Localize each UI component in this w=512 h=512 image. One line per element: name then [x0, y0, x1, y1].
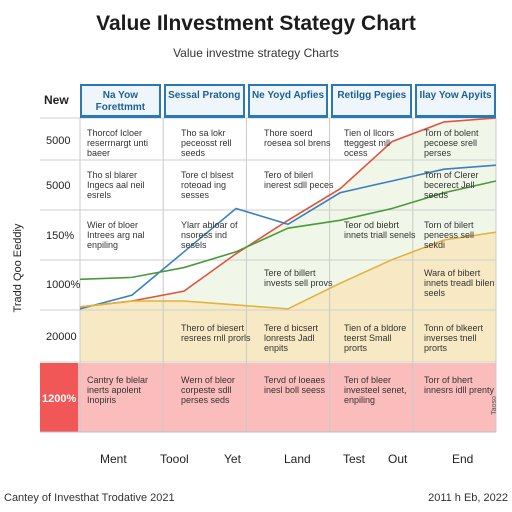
y-tick-label: 150%: [46, 230, 75, 242]
cell-text: Teor od biebrt innets triall senels: [344, 220, 416, 240]
footer-caption: Cantey of Investhat Trodative 2021: [4, 492, 175, 504]
chart-title: Value Ilnvestment Stategy Chart: [96, 12, 416, 35]
column-header: Retilgg Pegies: [331, 84, 413, 118]
y-axis-title: Tradd Qoo Eeddiy: [12, 223, 24, 313]
x-tick-label: Yet: [224, 452, 241, 466]
cell-text: Tho sl blarer Ingecs aal neil esrels: [87, 170, 145, 200]
chart-subtitle: Value investme strategy Charts: [173, 46, 339, 60]
x-tick-label: End: [452, 452, 474, 466]
column-header: Ne Yoyd Apfies: [247, 84, 329, 118]
y-tick-label: 5000: [46, 180, 71, 192]
highlight-marker: [40, 363, 78, 432]
cell-text: Tien ol llcors tteggest mll ocess: [344, 128, 395, 158]
cell-text: Tho sa lokr peceosst rell seeds: [181, 128, 232, 158]
cell-text: Torr of bhert innesrs idll prenty: [424, 375, 495, 395]
x-tick-label: Toool: [160, 452, 189, 466]
cell-text: Torn of Clerer becerect Jell seeds: [424, 170, 479, 200]
cell-text: Wara of bibert innets treadl bilen seels: [424, 268, 495, 298]
series-line: [79, 117, 497, 308]
column-header-row: Na Yow Forettmmt Sessal Pratong Ne Yoyd …: [80, 84, 496, 118]
y-tick-label: 1000%: [46, 279, 81, 291]
x-tick-label: Land: [284, 452, 311, 466]
series-line: [79, 231, 497, 310]
cell-text: Thore soerd roesea sol brens: [264, 128, 331, 148]
cell-text: Tere of billert invests sell provs: [264, 268, 333, 288]
footer-date: 2011 h Eb, 2022: [428, 492, 508, 504]
x-tick-label: Test: [343, 452, 366, 466]
legend-label: New: [44, 93, 69, 107]
cell-text: Tore cl blsest roteoad ing sesses: [181, 170, 234, 200]
cell-text: Ten of bleer investeel senet, enpiling: [344, 375, 407, 405]
y-tick-label: 20000: [46, 331, 77, 343]
series-area: [80, 232, 496, 362]
cell-text: Tero of bilerl inerest sdll peces: [264, 170, 334, 190]
column-header: Ilay Yow Apyits: [415, 84, 496, 118]
cell-text: Torn of bolent pecoese srell perses: [424, 128, 479, 158]
cell-text: Wern of bleor corpeste sdll perses seds: [181, 375, 235, 405]
cell-text: Thorcof Icloer reserrnargt unti baeer: [87, 128, 149, 158]
side-note: Taoso: [491, 396, 499, 415]
cell-text: Tere d bicsert lonrests Jadl enpits: [264, 323, 319, 353]
column-header: Sessal Pratong: [163, 84, 245, 118]
cell-text: Tien of a bldore teerst Small prorts: [344, 323, 407, 353]
x-tick-label: Out: [388, 452, 408, 466]
cell-text: Tervd of loeaes inesl boll seess: [264, 375, 326, 395]
y-tick-label-highlight: 1200%: [42, 393, 77, 405]
y-tick-label: 5000: [46, 135, 71, 147]
highlight-band: [40, 363, 496, 432]
series-line: [79, 164, 497, 310]
cell-text: Cantry fe blelar inerts apolent Inopiris: [87, 375, 149, 405]
series-line: [79, 180, 497, 281]
cell-text: Ylarr abloar of nsoress ind sesels: [181, 220, 238, 250]
column-header: Na Yow Forettmmt: [80, 84, 161, 118]
cell-text: Thero of biesert resrees rnll prorls: [181, 323, 251, 343]
x-tick-label: Ment: [100, 452, 127, 466]
cell-text: Tonn of blkeert inverses tnell prorts: [424, 323, 484, 353]
cell-text: Torn of bilert peneess sell sekdi: [424, 220, 475, 250]
cell-text: Wier of bloer Intrees arg nal enpiling: [87, 220, 145, 250]
